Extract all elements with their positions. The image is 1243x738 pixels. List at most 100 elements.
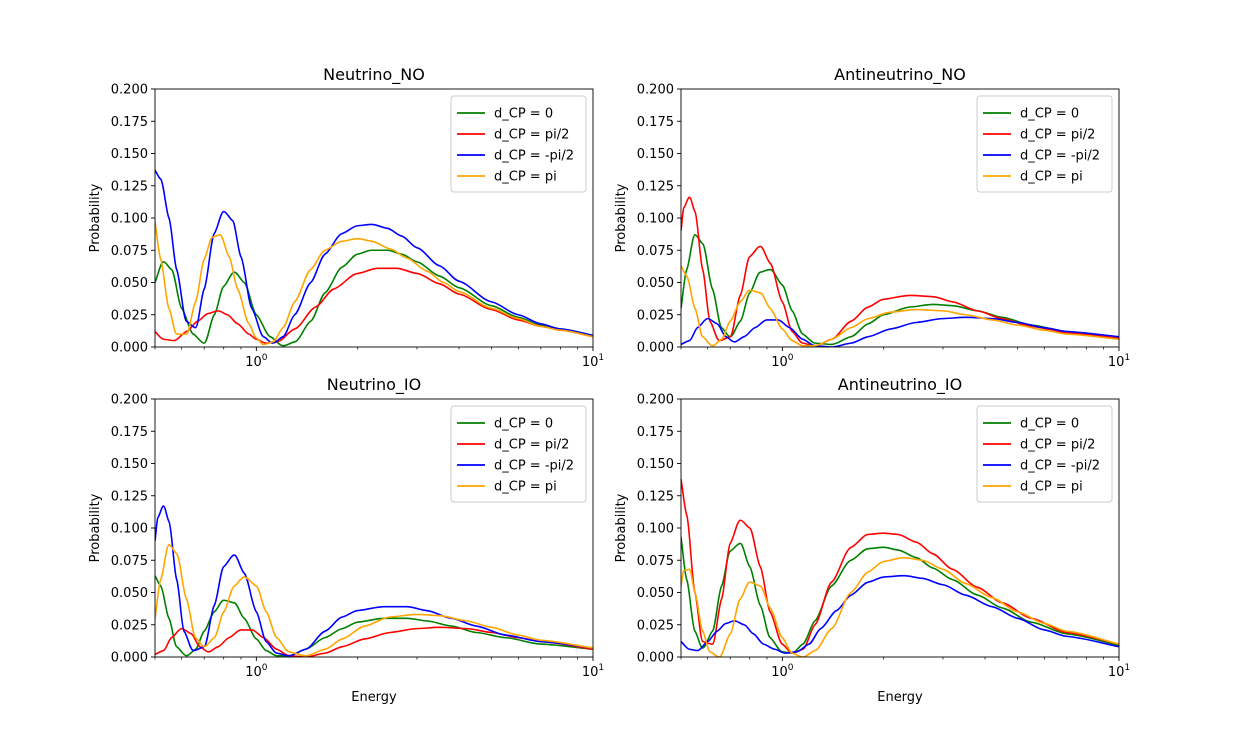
y-tick-label: 0.125 (637, 489, 674, 504)
series-line (155, 169, 593, 344)
y-tick-label: 0.100 (637, 522, 674, 537)
chart-title: Antineutrino_NO (834, 65, 966, 85)
legend-label: d_CP = pi (494, 170, 557, 185)
y-tick-label: 0.000 (637, 341, 674, 356)
y-tick-label: 0.125 (111, 179, 148, 194)
series-line (681, 478, 1119, 654)
y-tick-label: 0.025 (111, 308, 148, 323)
chart-title: Neutrino_NO (323, 65, 425, 85)
y-tick-label: 0.175 (637, 425, 674, 440)
legend-label: d_CP = pi/2 (494, 128, 569, 143)
y-tick-label: 0.050 (111, 276, 148, 291)
legend-label: d_CP = pi (1020, 170, 1083, 185)
y-tick-label: 0.050 (111, 586, 148, 601)
y-tick-label: 0.075 (637, 244, 674, 259)
series-line (155, 575, 593, 657)
series-line (155, 543, 593, 657)
series-line (681, 316, 1119, 347)
y-tick-label: 0.175 (111, 425, 148, 440)
x-tick-label: 101 (582, 353, 604, 370)
y-tick-label: 0.100 (111, 212, 148, 227)
x-tick-label: 100 (771, 663, 794, 680)
x-tick-label: 101 (1108, 353, 1130, 370)
legend-label: d_CP = pi/2 (1020, 438, 1095, 453)
plot-area (155, 505, 593, 657)
chart-panel: 0.000 0.025 0.050 0.075 0.100 0.125 0.150 0.175… (614, 65, 1130, 370)
chart-panel: 0.000 0.025 0.050 0.075 0.100 0.125 0.150 0.175… (88, 375, 604, 705)
x-tick-label: 100 (245, 353, 268, 370)
y-axis-label: Probability (88, 183, 103, 252)
legend-label: d_CP = pi/2 (494, 438, 569, 453)
y-tick-label: 0.075 (111, 554, 148, 569)
plot-area (155, 169, 593, 347)
legend-label: d_CP = -pi/2 (1020, 459, 1100, 474)
y-tick-label: 0.000 (111, 341, 148, 356)
legend: d_CP = 0 d_CP = pi/2 d_CP = -pi/2 d_CP = pi (976, 405, 1113, 503)
y-tick-label: 0.075 (111, 244, 148, 259)
y-tick-label: 0.125 (637, 179, 674, 194)
y-tick-label: 0.025 (637, 618, 674, 633)
y-tick-label: 0.200 (111, 393, 148, 408)
series-line (681, 574, 1119, 654)
y-tick-label: 0.075 (637, 554, 674, 569)
chart-panel: 0.000 0.025 0.050 0.075 0.100 0.125 0.150 0.175… (614, 375, 1130, 705)
legend-label: d_CP = -pi/2 (494, 149, 574, 164)
x-tick-label: 101 (1108, 663, 1130, 680)
series-line (155, 505, 593, 657)
chart-title: Antineutrino_IO (838, 375, 962, 395)
series-line (155, 221, 593, 346)
y-axis-label: Probability (88, 493, 103, 562)
x-axis-label: Energy (351, 690, 397, 705)
y-tick-label: 0.100 (637, 212, 674, 227)
y-tick-label: 0.150 (111, 457, 148, 472)
legend-label: d_CP = -pi/2 (1020, 149, 1100, 164)
y-tick-label: 0.025 (637, 308, 674, 323)
x-tick-label: 101 (582, 663, 604, 680)
y-tick-label: 0.200 (637, 83, 674, 98)
legend-label: d_CP = 0 (494, 107, 553, 122)
legend: d_CP = 0 d_CP = pi/2 d_CP = -pi/2 d_CP = pi (450, 95, 587, 193)
legend-label: d_CP = pi (1020, 480, 1083, 495)
y-tick-label: 0.175 (637, 115, 674, 130)
y-axis-label: Probability (614, 183, 629, 252)
legend-label: d_CP = -pi/2 (494, 459, 574, 474)
series-line (681, 556, 1119, 657)
y-tick-label: 0.150 (637, 147, 674, 162)
series-line (681, 265, 1119, 347)
series-line (681, 196, 1119, 347)
series-line (681, 536, 1119, 654)
y-tick-label: 0.100 (111, 522, 148, 537)
x-axis-label: Energy (877, 690, 923, 705)
y-tick-label: 0.050 (637, 276, 674, 291)
series-line (155, 267, 593, 344)
y-tick-label: 0.150 (111, 147, 148, 162)
legend-box (976, 405, 1113, 503)
y-tick-label: 0.150 (637, 457, 674, 472)
y-tick-label: 0.200 (111, 83, 148, 98)
series-line (155, 626, 593, 657)
plot-area (681, 196, 1119, 347)
series-line (155, 249, 593, 347)
legend-label: d_CP = pi (494, 480, 557, 495)
y-tick-label: 0.000 (637, 651, 674, 666)
y-tick-label: 0.025 (111, 618, 148, 633)
legend-label: d_CP = 0 (1020, 107, 1079, 122)
y-tick-label: 0.050 (637, 586, 674, 601)
y-tick-label: 0.125 (111, 489, 148, 504)
legend-label: d_CP = pi/2 (1020, 128, 1095, 143)
chart-panel: 0.000 0.025 0.050 0.075 0.100 0.125 0.150 0.175… (88, 65, 604, 370)
chart-title: Neutrino_IO (327, 375, 422, 395)
y-tick-label: 0.200 (637, 393, 674, 408)
legend-box (976, 95, 1113, 193)
x-tick-label: 100 (245, 663, 268, 680)
legend: d_CP = 0 d_CP = pi/2 d_CP = -pi/2 d_CP = pi (450, 405, 587, 503)
legend-label: d_CP = 0 (494, 417, 553, 432)
series-line (681, 233, 1119, 346)
legend: d_CP = 0 d_CP = pi/2 d_CP = -pi/2 d_CP = pi (976, 95, 1113, 193)
legend-box (450, 95, 587, 193)
x-tick-label: 100 (771, 353, 794, 370)
y-tick-label: 0.175 (111, 115, 148, 130)
y-axis-label: Probability (614, 493, 629, 562)
legend-box (450, 405, 587, 503)
